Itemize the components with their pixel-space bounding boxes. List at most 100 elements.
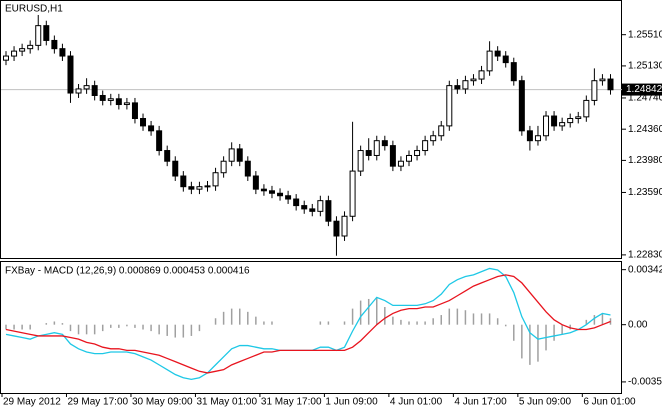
candle-body bbox=[59, 48, 66, 57]
candle-body bbox=[107, 98, 114, 101]
candle-body bbox=[123, 102, 130, 106]
candle-body bbox=[301, 205, 308, 210]
candle-body bbox=[172, 160, 179, 177]
candle-body bbox=[406, 154, 412, 162]
x-tick-label: 4 Jun 01:00 bbox=[390, 397, 443, 408]
candle-body bbox=[438, 125, 445, 137]
candle-body bbox=[244, 160, 251, 177]
candle-body bbox=[131, 102, 138, 119]
candle-body bbox=[430, 135, 437, 142]
x-tick-label: 29 May 2012 bbox=[3, 397, 61, 408]
candle-body bbox=[397, 160, 404, 167]
candle-body bbox=[3, 55, 9, 61]
indicator-title: FXBay - MACD (12,26,9) 0.000869 0.000453… bbox=[5, 266, 250, 277]
current-price-box bbox=[622, 83, 662, 96]
candle-body bbox=[277, 192, 284, 197]
candle-body bbox=[526, 130, 533, 142]
candle-body bbox=[591, 80, 598, 101]
candle-body bbox=[268, 190, 275, 194]
candle-body bbox=[551, 115, 558, 127]
y-tick-label: 1.24360 bbox=[628, 124, 662, 135]
candle-body bbox=[349, 170, 356, 217]
candle-body bbox=[325, 200, 332, 222]
candle-body bbox=[91, 85, 98, 96]
y-tick-label: 1.25510 bbox=[628, 29, 662, 40]
candle-body bbox=[148, 125, 155, 132]
candle-body bbox=[83, 85, 90, 90]
y-tick-label: 1.24740 bbox=[628, 93, 662, 104]
candle-body bbox=[486, 50, 493, 72]
y-tick-label: 1.23590 bbox=[628, 187, 662, 198]
candle-body bbox=[293, 198, 300, 207]
candle-body bbox=[19, 48, 26, 52]
candle-body bbox=[502, 55, 509, 64]
x-tick-label: 6 Jun 01:00 bbox=[583, 397, 636, 408]
candle-body bbox=[228, 148, 235, 162]
x-tick-label: 5 Jun 09:00 bbox=[519, 397, 572, 408]
candle-body bbox=[567, 117, 574, 124]
candle-body bbox=[67, 55, 74, 94]
y-tick-label: -0.00356 bbox=[628, 377, 662, 388]
candle-body bbox=[236, 148, 243, 162]
candle-body bbox=[534, 135, 541, 142]
candle-body bbox=[115, 98, 122, 106]
x-tick-label: 31 May 17:00 bbox=[261, 397, 322, 408]
y-tick-label: 1.22830 bbox=[628, 250, 662, 261]
candle-body bbox=[212, 172, 219, 187]
candle-body bbox=[156, 130, 163, 152]
candle-body bbox=[381, 140, 388, 147]
current-price-label: 1.24842 bbox=[626, 84, 662, 95]
candle-body bbox=[414, 150, 421, 156]
candle-body bbox=[51, 39, 58, 50]
candle-body bbox=[309, 208, 316, 212]
candle-body bbox=[510, 62, 517, 82]
candle-body bbox=[373, 140, 380, 156]
candle-body bbox=[188, 186, 195, 190]
indicator-line bbox=[5, 274, 611, 374]
candle-body bbox=[559, 122, 566, 127]
candle-body bbox=[543, 115, 550, 137]
candle-body bbox=[583, 99, 590, 118]
candle-body bbox=[317, 200, 324, 212]
candle-body bbox=[575, 116, 582, 119]
candle-body bbox=[27, 44, 34, 50]
x-tick-label: 30 May 09:00 bbox=[132, 397, 193, 408]
candle-body bbox=[43, 25, 50, 41]
candle-body bbox=[196, 186, 203, 190]
candle-body bbox=[204, 185, 211, 188]
candle-body bbox=[252, 175, 259, 190]
y-tick-label: 1.23980 bbox=[628, 155, 662, 166]
candle-body bbox=[365, 150, 372, 156]
candle-body bbox=[11, 50, 18, 57]
chart-title: EURUSD,H1 bbox=[5, 4, 63, 15]
candle-body bbox=[75, 88, 82, 94]
candle-body bbox=[357, 150, 364, 172]
indicator-panel bbox=[0, 261, 622, 394]
candle-body bbox=[285, 195, 292, 200]
candle-body bbox=[389, 145, 396, 167]
candle-body bbox=[607, 78, 614, 91]
candle-body bbox=[260, 188, 267, 192]
candle-body bbox=[422, 140, 429, 152]
x-tick-label: 31 May 01:00 bbox=[196, 397, 257, 408]
candle-body bbox=[99, 94, 106, 101]
price-panel bbox=[0, 0, 622, 259]
candle-body bbox=[446, 85, 453, 127]
candle-body bbox=[494, 50, 501, 57]
candle-body bbox=[341, 215, 348, 237]
y-tick-label: 1.25130 bbox=[628, 61, 662, 72]
candle-body bbox=[180, 175, 187, 188]
candle-body bbox=[470, 78, 477, 82]
x-tick-label: 1 Jun 09:00 bbox=[325, 397, 378, 408]
candle-body bbox=[462, 80, 469, 90]
candle-body bbox=[518, 80, 525, 132]
candle-body bbox=[599, 78, 606, 82]
candle-body bbox=[454, 85, 461, 90]
y-tick-label: 0.003424 bbox=[628, 264, 662, 275]
candle-body bbox=[333, 220, 340, 237]
candle-body bbox=[35, 25, 42, 46]
x-tick-label: 4 Jun 17:00 bbox=[454, 397, 507, 408]
candle-body bbox=[164, 150, 171, 162]
y-tick-label: 0.00 bbox=[628, 319, 648, 330]
